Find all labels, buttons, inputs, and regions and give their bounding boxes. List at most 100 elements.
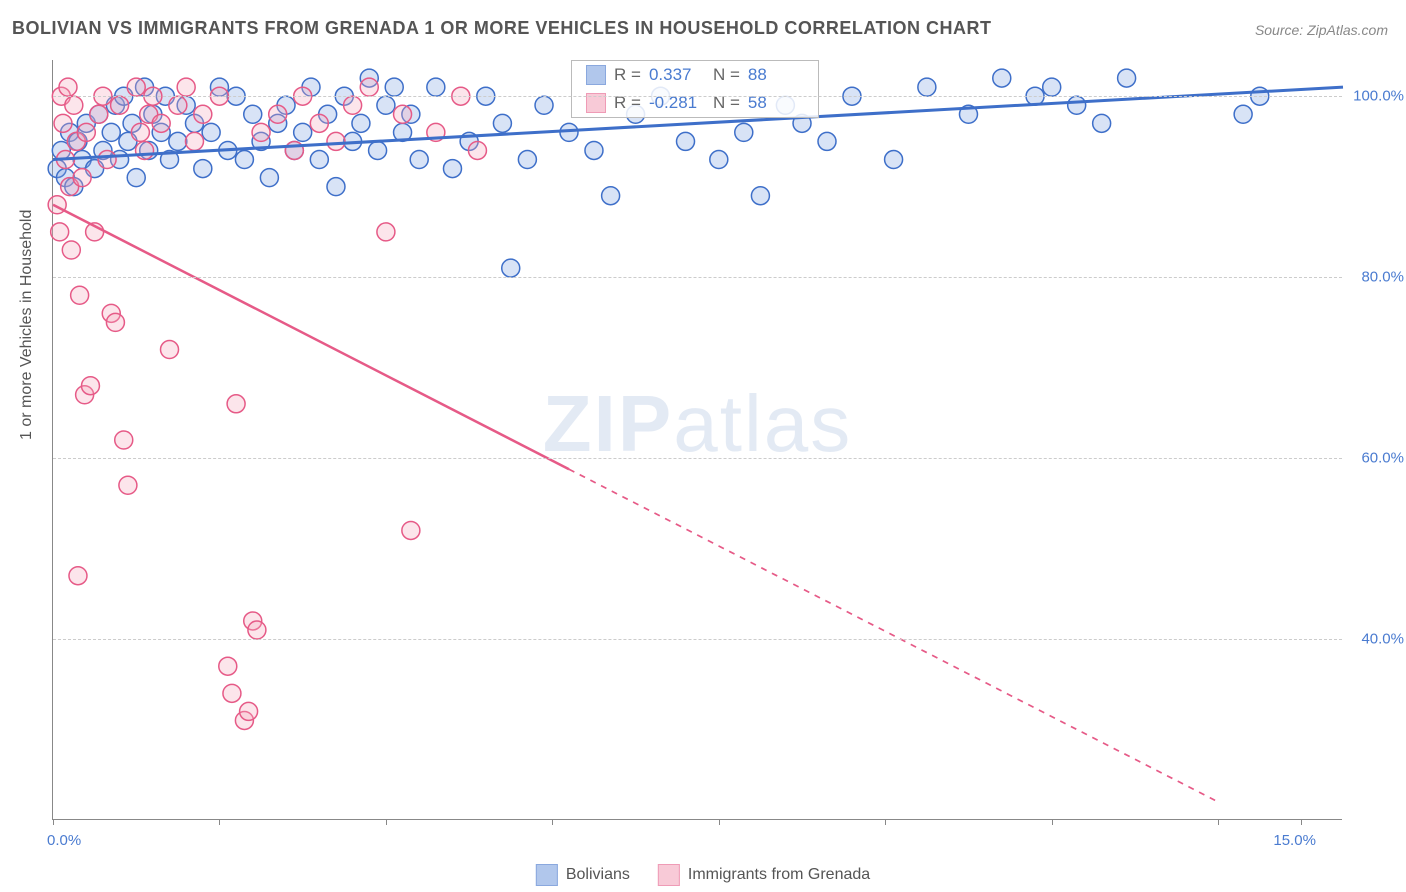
legend-swatch	[658, 864, 680, 886]
data-point	[377, 96, 395, 114]
y-axis-label: 1 or more Vehicles in Household	[18, 210, 36, 440]
data-point	[77, 123, 95, 141]
data-point	[240, 702, 258, 720]
data-point	[54, 114, 72, 132]
x-tick	[386, 819, 387, 825]
data-point	[235, 151, 253, 169]
data-point	[119, 476, 137, 494]
y-tick-label: 60.0%	[1361, 450, 1404, 467]
data-point	[252, 123, 270, 141]
data-point	[385, 78, 403, 96]
data-point	[65, 96, 83, 114]
stat-r-label: R =	[614, 65, 641, 85]
x-tick	[1301, 819, 1302, 825]
data-point	[918, 78, 936, 96]
data-point	[993, 69, 1011, 87]
x-tick	[53, 819, 54, 825]
data-point	[310, 114, 328, 132]
chart-title: BOLIVIAN VS IMMIGRANTS FROM GRENADA 1 OR…	[12, 18, 992, 39]
data-point	[1093, 114, 1111, 132]
gridline	[53, 277, 1342, 278]
data-point	[327, 178, 345, 196]
data-point	[585, 141, 603, 159]
stats-row: R =-0.281N =58	[572, 89, 818, 117]
x-tick-label: 0.0%	[47, 832, 81, 849]
data-point	[310, 151, 328, 169]
data-point	[244, 105, 262, 123]
data-point	[410, 151, 428, 169]
data-point	[327, 132, 345, 150]
gridline	[53, 96, 1342, 97]
data-point	[260, 169, 278, 187]
plot-area: ZIPatlas R =0.337N =88R =-0.281N =58 40.…	[52, 60, 1342, 820]
x-tick-label: 15.0%	[1273, 832, 1316, 849]
x-tick	[219, 819, 220, 825]
data-point	[185, 132, 203, 150]
data-point	[136, 141, 154, 159]
data-point	[710, 151, 728, 169]
stat-n-label: N =	[713, 65, 740, 85]
gridline	[53, 639, 1342, 640]
data-point	[377, 223, 395, 241]
stats-row: R =0.337N =88	[572, 61, 818, 89]
data-point	[90, 105, 108, 123]
data-point	[102, 123, 120, 141]
data-point	[502, 259, 520, 277]
data-point	[73, 169, 91, 187]
gridline	[53, 458, 1342, 459]
data-point	[493, 114, 511, 132]
data-point	[127, 78, 145, 96]
data-point	[269, 105, 287, 123]
x-tick	[1052, 819, 1053, 825]
y-tick-label: 40.0%	[1361, 631, 1404, 648]
x-tick	[719, 819, 720, 825]
data-point	[402, 521, 420, 539]
data-point	[106, 313, 124, 331]
data-point	[127, 169, 145, 187]
chart-svg	[53, 60, 1342, 819]
data-point	[223, 684, 241, 702]
data-point	[111, 96, 129, 114]
x-tick	[1218, 819, 1219, 825]
legend: Bolivians Immigrants from Grenada	[536, 864, 870, 886]
data-point	[51, 223, 69, 241]
legend-label: Bolivians	[566, 866, 630, 884]
data-point	[443, 160, 461, 178]
trend-line	[53, 205, 569, 469]
legend-swatch	[586, 65, 606, 85]
legend-swatch	[536, 864, 558, 886]
data-point	[518, 151, 536, 169]
legend-item: Bolivians	[536, 864, 630, 886]
data-point	[751, 187, 769, 205]
data-point	[81, 377, 99, 395]
data-point	[360, 78, 378, 96]
data-point	[59, 78, 77, 96]
source-attribution: Source: ZipAtlas.com	[1255, 22, 1388, 38]
chart-root: BOLIVIAN VS IMMIGRANTS FROM GRENADA 1 OR…	[0, 0, 1406, 892]
trend-line-extrapolated	[569, 469, 1218, 802]
data-point	[427, 78, 445, 96]
data-point	[115, 431, 133, 449]
data-point	[177, 78, 195, 96]
data-point	[818, 132, 836, 150]
data-point	[735, 123, 753, 141]
data-point	[227, 395, 245, 413]
data-point	[394, 105, 412, 123]
data-point	[885, 151, 903, 169]
data-point	[169, 96, 187, 114]
data-point	[69, 567, 87, 585]
data-point	[1118, 69, 1136, 87]
data-point	[248, 621, 266, 639]
data-point	[535, 96, 553, 114]
y-tick-label: 80.0%	[1361, 269, 1404, 286]
data-point	[98, 151, 116, 169]
data-point	[71, 286, 89, 304]
data-point	[369, 141, 387, 159]
stat-n-value: 88	[748, 65, 804, 85]
data-point	[1043, 78, 1061, 96]
stats-box: R =0.337N =88R =-0.281N =58	[571, 60, 819, 118]
x-tick	[552, 819, 553, 825]
legend-item: Immigrants from Grenada	[658, 864, 870, 886]
data-point	[152, 114, 170, 132]
data-point	[344, 96, 362, 114]
